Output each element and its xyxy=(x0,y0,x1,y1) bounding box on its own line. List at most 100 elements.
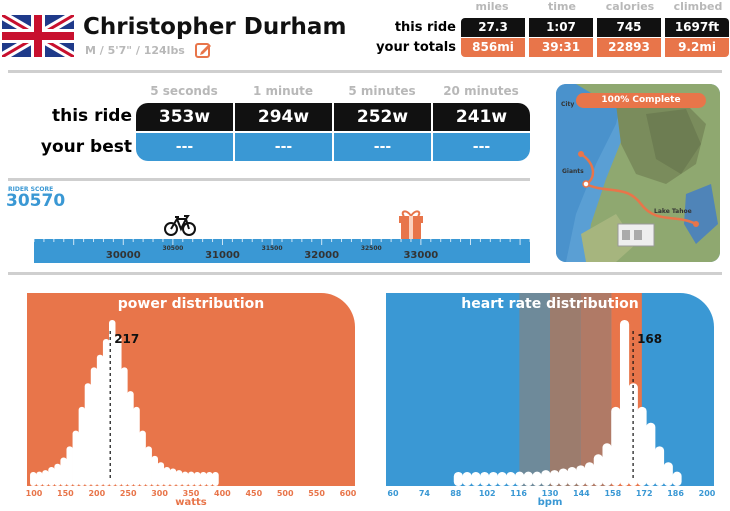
score-major-tick: 31000 xyxy=(205,250,240,261)
power-this-ride-20m: 241w xyxy=(433,103,530,131)
distribution-bar xyxy=(558,468,568,486)
distribution-bar xyxy=(102,338,110,486)
this-ride-miles: 27.3 xyxy=(461,18,525,37)
distribution-tick-label: 116 xyxy=(510,489,527,498)
distribution-tick-label: 450 xyxy=(245,489,262,498)
distribution-tick-label: 300 xyxy=(151,489,168,498)
score-major-tick: 33000 xyxy=(403,250,438,261)
power-header-5s: 5 seconds xyxy=(150,84,218,98)
rider-name: Christopher Durham xyxy=(83,14,347,40)
distribution-tick-label: 144 xyxy=(573,489,590,498)
score-minor-tick: 31500 xyxy=(262,245,283,252)
distribution-bar xyxy=(541,470,551,486)
power-this-ride-5m: 252w xyxy=(334,103,431,131)
distribution-bar xyxy=(163,466,171,486)
distribution-bar xyxy=(42,470,49,486)
distribution-bar xyxy=(157,462,165,486)
distribution-bar xyxy=(576,465,586,486)
this-ride-calories: 745 xyxy=(597,18,661,37)
power-this-ride-1m: 294w xyxy=(235,103,332,131)
distribution-bar xyxy=(78,406,86,486)
uk-flag xyxy=(0,11,77,61)
distribution-marker-label: 168 xyxy=(637,332,662,346)
power-this-ride-label: this ride xyxy=(51,106,132,126)
distribution-bar xyxy=(96,354,104,486)
hr-zone-band xyxy=(519,293,550,486)
distribution-bar xyxy=(567,466,577,486)
distribution-bar xyxy=(497,472,507,486)
totals-miles: 856mi xyxy=(461,38,525,57)
distribution-bar xyxy=(72,430,80,486)
distribution-bar xyxy=(30,472,37,486)
power-chart-xlabel: watts xyxy=(175,497,207,508)
distribution-bar xyxy=(550,470,560,486)
distribution-bar xyxy=(602,443,612,486)
distribution-tick-label: 500 xyxy=(277,489,294,498)
distribution-tick-label: 550 xyxy=(308,489,325,498)
score-minor-tick: 32500 xyxy=(361,245,382,252)
distribution-bar xyxy=(200,472,207,486)
edit-icon[interactable] xyxy=(195,41,213,59)
distribution-bar xyxy=(169,468,177,486)
this-ride-time: 1:07 xyxy=(529,18,593,37)
power-distribution-chart: power distribution 217 xyxy=(27,293,355,486)
distribution-tick-label: 350 xyxy=(183,489,200,498)
score-major-tick: 30000 xyxy=(106,250,141,261)
summary-this-ride-label: this ride xyxy=(394,20,456,35)
route-map[interactable]: 100% Complete City Giants Lake Tahoe xyxy=(556,84,720,262)
distribution-bar xyxy=(121,367,128,486)
distribution-bar xyxy=(139,430,146,486)
summary-header-time: time xyxy=(548,0,576,13)
distribution-bar xyxy=(133,406,140,486)
gift-icon xyxy=(398,208,424,240)
divider-bottom xyxy=(8,272,722,275)
rider-score-value: 30570 xyxy=(6,191,66,211)
distribution-marker-label: 217 xyxy=(114,332,139,346)
distribution-tick-label: 100 xyxy=(26,489,43,498)
distribution-bar xyxy=(611,406,621,486)
distribution-bar xyxy=(194,472,201,486)
distribution-tick-label: 172 xyxy=(636,489,653,498)
distribution-bar xyxy=(127,391,134,486)
hr-zone-band xyxy=(550,293,581,486)
divider-mid xyxy=(8,178,530,181)
power-header-1m: 1 minute xyxy=(252,84,314,98)
distribution-bar xyxy=(480,472,490,486)
distribution-tick-label: 130 xyxy=(542,489,559,498)
distribution-bar xyxy=(187,471,195,486)
distribution-bar xyxy=(175,470,183,486)
distribution-tick-label: 60 xyxy=(387,489,399,498)
distribution-bar xyxy=(115,335,122,486)
distribution-bar xyxy=(584,462,595,486)
distribution-tick-label: 186 xyxy=(667,489,684,498)
map-place-giants: Giants xyxy=(562,168,584,175)
summary-header-miles: miles xyxy=(475,0,509,13)
map-place-city: City xyxy=(561,101,575,108)
distribution-tick-label: 158 xyxy=(604,489,621,498)
hr-chart-title: heart rate distribution xyxy=(461,296,639,312)
power-best-20m: --- xyxy=(433,133,530,161)
rider-score-scale: 30000 31000 32000 33000 30500 31500 32500 xyxy=(33,239,531,263)
score-major-tick: 32000 xyxy=(304,250,339,261)
power-header-20m: 20 minutes xyxy=(443,84,519,98)
distribution-tick-label: 200 xyxy=(88,489,105,498)
distribution-bar xyxy=(48,466,55,486)
distribution-bar xyxy=(151,455,158,486)
distribution-bar xyxy=(488,472,498,486)
map-place-tahoe: Lake Tahoe xyxy=(654,208,692,215)
bicycle-icon xyxy=(163,214,196,236)
distribution-bar xyxy=(206,472,213,486)
summary-totals-label: your totals xyxy=(376,40,456,55)
rider-score-label: RIDER SCORE xyxy=(8,186,54,193)
distribution-bar xyxy=(36,471,43,486)
distribution-bar xyxy=(471,472,481,486)
power-best-5s: --- xyxy=(136,133,233,161)
distribution-bar xyxy=(637,406,647,486)
score-minor-tick: 30500 xyxy=(162,245,183,252)
power-best-1m: --- xyxy=(235,133,332,161)
power-best-label: your best xyxy=(40,137,132,157)
power-header-5m: 5 minutes xyxy=(348,84,416,98)
this-ride-climbed: 1697ft xyxy=(665,18,729,37)
distribution-bar xyxy=(90,367,98,486)
power-this-ride-5s: 353w xyxy=(136,103,233,131)
